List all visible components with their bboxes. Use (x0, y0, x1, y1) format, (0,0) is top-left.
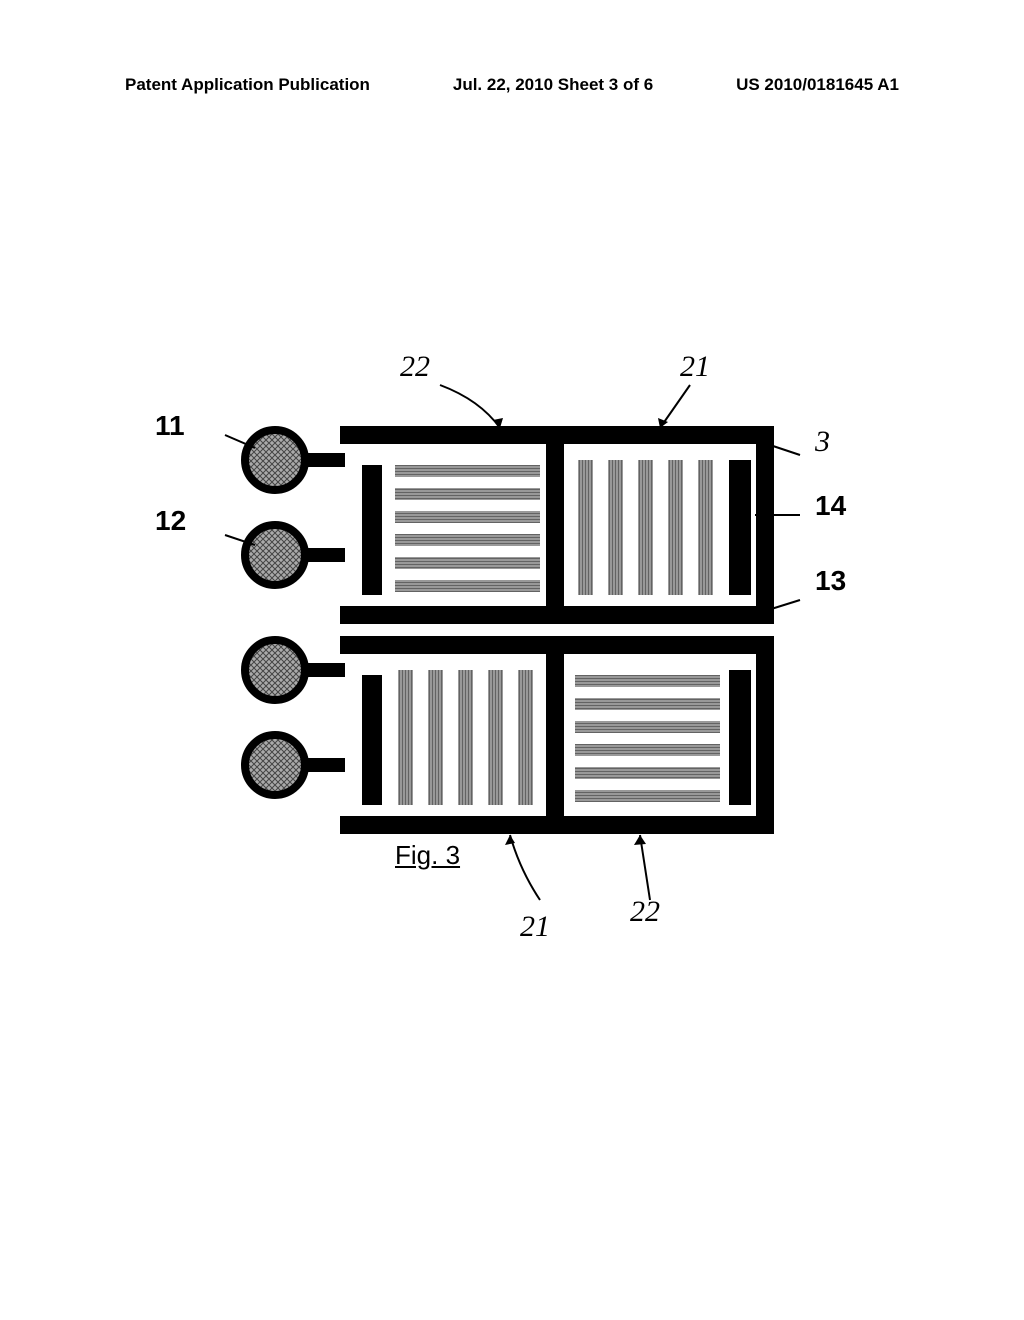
label-22-top: 22 (400, 350, 430, 384)
header-left: Patent Application Publication (125, 75, 370, 95)
circle-3 (245, 640, 345, 700)
cell-bottom-right-bars (575, 675, 720, 802)
lead-22-bot (640, 835, 650, 900)
cell-top-left-bars (395, 465, 540, 592)
circle-4 (245, 735, 345, 795)
label-22-bot: 22 (630, 895, 660, 929)
cell-top-right-bars (578, 460, 713, 595)
label-14: 14 (815, 490, 846, 522)
header-center: Jul. 22, 2010 Sheet 3 of 6 (453, 75, 653, 95)
label-21-top: 21 (680, 350, 710, 384)
label-13: 13 (815, 565, 846, 597)
lead-3 (770, 445, 800, 455)
circle-2 (245, 525, 345, 585)
figure-label: Fig. 3 (395, 840, 460, 871)
header-right: US 2010/0181645 A1 (736, 75, 899, 95)
label-12: 12 (155, 505, 186, 537)
label-21-bot: 21 (520, 910, 550, 944)
lead-21-bot (510, 835, 540, 900)
label-3: 3 (815, 425, 830, 459)
figure-3 (200, 380, 820, 920)
lead-22-top (440, 385, 500, 428)
circle-1 (245, 430, 345, 490)
cell-bottom-left-bars (398, 670, 533, 805)
label-11: 11 (155, 410, 185, 442)
